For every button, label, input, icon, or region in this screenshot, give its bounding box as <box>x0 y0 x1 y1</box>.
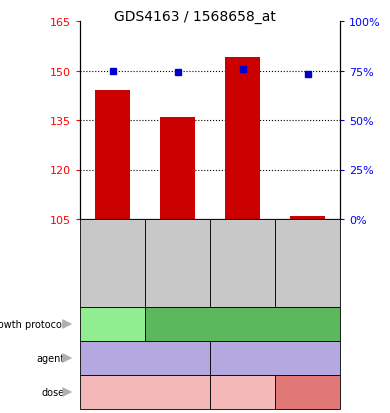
Text: GSM394092: GSM394092 <box>108 236 117 291</box>
Bar <box>95 91 130 219</box>
Text: GSM394094: GSM394094 <box>238 236 247 291</box>
Bar <box>225 58 261 219</box>
Text: dose: dose <box>41 387 64 397</box>
Text: 1 ng/ml: 1 ng/ml <box>225 387 260 396</box>
Text: GSM394093: GSM394093 <box>173 236 182 291</box>
Bar <box>160 117 195 219</box>
Text: agent: agent <box>36 353 64 363</box>
Text: GDS4163 / 1568658_at: GDS4163 / 1568658_at <box>114 10 276 24</box>
Text: 100 ng/ml: 100 ng/ml <box>284 387 330 396</box>
Text: cultured for 0
hours: cultured for 0 hours <box>84 315 141 334</box>
Text: none: none <box>134 354 156 363</box>
Text: growth protocol: growth protocol <box>0 319 64 329</box>
Text: NA: NA <box>138 387 151 396</box>
Text: recombinant IFNa-2b: recombinant IFNa-2b <box>227 354 323 363</box>
Text: GSM394095: GSM394095 <box>303 236 312 291</box>
Text: cultured for 6 hours: cultured for 6 hours <box>201 320 284 329</box>
Bar <box>290 216 325 219</box>
